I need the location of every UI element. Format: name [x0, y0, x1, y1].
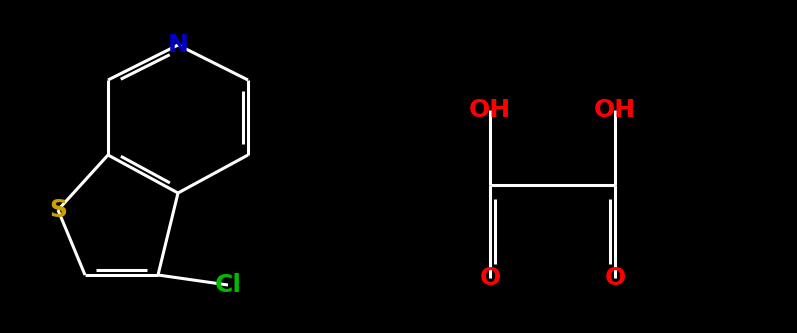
Text: OH: OH [594, 98, 636, 122]
Text: S: S [49, 198, 67, 222]
Text: O: O [604, 266, 626, 290]
Text: O: O [479, 266, 501, 290]
Text: OH: OH [469, 98, 511, 122]
Text: Cl: Cl [214, 273, 241, 297]
Text: N: N [167, 33, 188, 57]
